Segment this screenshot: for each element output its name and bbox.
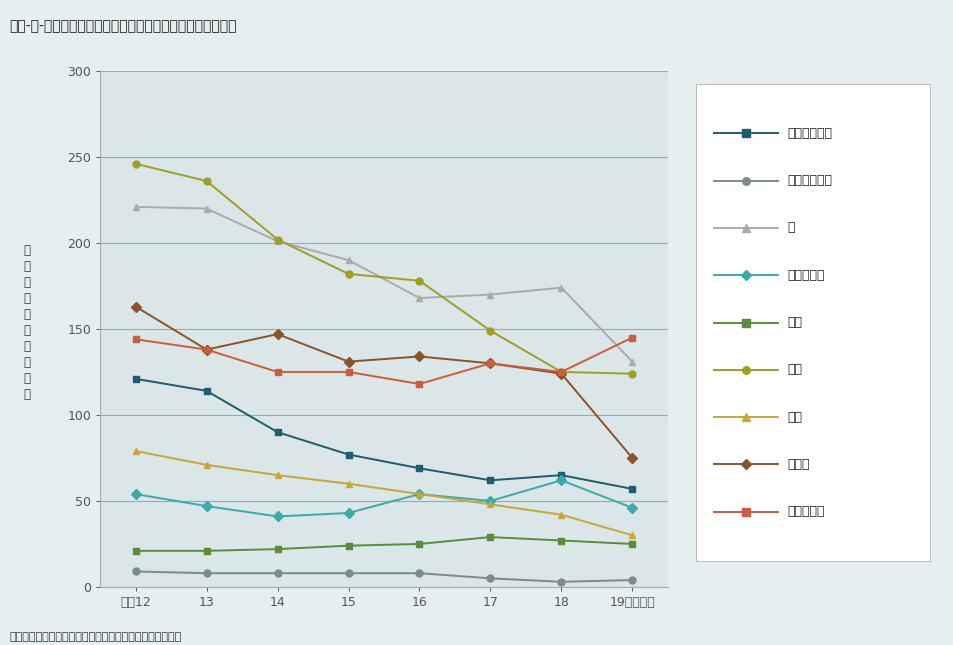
Text: ペットボトル: ペットボトル [786, 174, 831, 187]
Text: ガラス: ガラス [786, 458, 809, 471]
繊維 [342, 542, 354, 550]
陶磁器類等 [201, 346, 213, 353]
Text: 図３-１-７　一般廃棄物の最終処分量推移（廃棄物品目別）: 図３-１-７ 一般廃棄物の最終処分量推移（廃棄物品目別） [10, 19, 236, 34]
陶磁器類等 [626, 333, 638, 341]
繊維 [201, 547, 213, 555]
陶磁器類等 [272, 368, 283, 376]
木竹草類等 [272, 513, 283, 521]
Line: プラスチック: プラスチック [132, 375, 635, 492]
ペットボトル [130, 568, 141, 575]
Text: 金属: 金属 [786, 411, 801, 424]
紙 [201, 204, 213, 212]
プラスチック [555, 471, 566, 479]
木竹草類等 [201, 502, 213, 510]
ガラス [484, 359, 496, 367]
Text: 繊維: 繊維 [786, 316, 801, 329]
幪芥 [414, 277, 425, 284]
Line: 木竹草類等: 木竹草類等 [132, 477, 635, 520]
Text: 幪芥: 幪芥 [786, 363, 801, 376]
繊維 [414, 540, 425, 548]
幪芥 [626, 370, 638, 377]
紙 [484, 291, 496, 299]
陶磁器類等 [414, 380, 425, 388]
幪芥 [201, 177, 213, 185]
繊維 [626, 540, 638, 548]
紙 [555, 284, 566, 292]
ペットボトル [342, 570, 354, 577]
陶磁器類等 [130, 335, 141, 343]
木竹草類等 [626, 504, 638, 511]
ガラス [272, 330, 283, 338]
幪芥 [272, 235, 283, 243]
幪芥 [130, 160, 141, 168]
プラスチック [201, 387, 213, 395]
紙 [272, 237, 283, 245]
Text: プラスチック: プラスチック [786, 127, 831, 140]
Line: 陶磁器類等: 陶磁器類等 [132, 334, 635, 388]
ペットボトル [484, 575, 496, 582]
陶磁器類等 [555, 368, 566, 376]
プラスチック [272, 428, 283, 436]
金属 [414, 490, 425, 498]
木竹草類等 [414, 490, 425, 498]
Text: 木竹草類等: 木竹草類等 [786, 269, 823, 282]
ガラス [626, 454, 638, 462]
金属 [555, 511, 566, 519]
繊維 [555, 537, 566, 544]
ペットボトル [201, 570, 213, 577]
繊維 [130, 547, 141, 555]
プラスチック [130, 375, 141, 382]
木竹草類等 [130, 490, 141, 498]
木竹草類等 [342, 509, 354, 517]
紙 [130, 203, 141, 211]
Line: 幪芥: 幪芥 [132, 161, 635, 377]
ペットボトル [272, 570, 283, 577]
Text: （出典）環境省「廃棄物等循環利用量実態調査」より作成: （出典）環境省「廃棄物等循環利用量実態調査」より作成 [10, 631, 182, 642]
紙 [626, 358, 638, 366]
木竹草類等 [484, 497, 496, 505]
金属 [130, 447, 141, 455]
繊維 [484, 533, 496, 541]
紙 [342, 256, 354, 264]
プラスチック [414, 464, 425, 472]
ガラス [201, 346, 213, 353]
ガラス [130, 303, 141, 310]
金属 [342, 480, 354, 488]
ペットボトル [626, 576, 638, 584]
Line: 金属: 金属 [132, 448, 635, 539]
木竹草類等 [555, 477, 566, 484]
金属 [626, 531, 638, 539]
紙 [414, 294, 425, 302]
幪芥 [484, 327, 496, 335]
Text: 紙: 紙 [786, 221, 794, 234]
金属 [201, 461, 213, 469]
ガラス [342, 358, 354, 366]
陶磁器類等 [342, 368, 354, 376]
ガラス [414, 353, 425, 361]
Line: ペットボトル: ペットボトル [132, 568, 635, 585]
Line: 繊維: 繊維 [132, 533, 635, 554]
プラスチック [342, 451, 354, 459]
Text: 陶磁器類等: 陶磁器類等 [786, 505, 823, 518]
繊維 [272, 545, 283, 553]
陶磁器類等 [484, 359, 496, 367]
プラスチック [484, 477, 496, 484]
Text: 最
終
処
分
量
（
万
ト
ン
）: 最 終 処 分 量 （ 万 ト ン ） [23, 244, 30, 401]
ペットボトル [414, 570, 425, 577]
幪芥 [555, 368, 566, 376]
金属 [272, 471, 283, 479]
Line: 紙: 紙 [132, 203, 635, 365]
ガラス [555, 370, 566, 377]
ペットボトル [555, 578, 566, 586]
幪芥 [342, 270, 354, 278]
Line: ガラス: ガラス [132, 303, 635, 461]
金属 [484, 501, 496, 508]
プラスチック [626, 485, 638, 493]
